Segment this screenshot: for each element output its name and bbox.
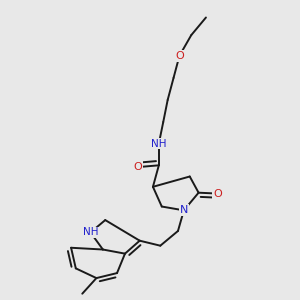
Text: O: O [213,189,222,199]
Text: O: O [134,162,142,172]
Text: NH: NH [151,139,166,148]
Text: O: O [175,51,184,61]
Text: NH: NH [83,227,98,237]
Text: N: N [180,206,188,215]
